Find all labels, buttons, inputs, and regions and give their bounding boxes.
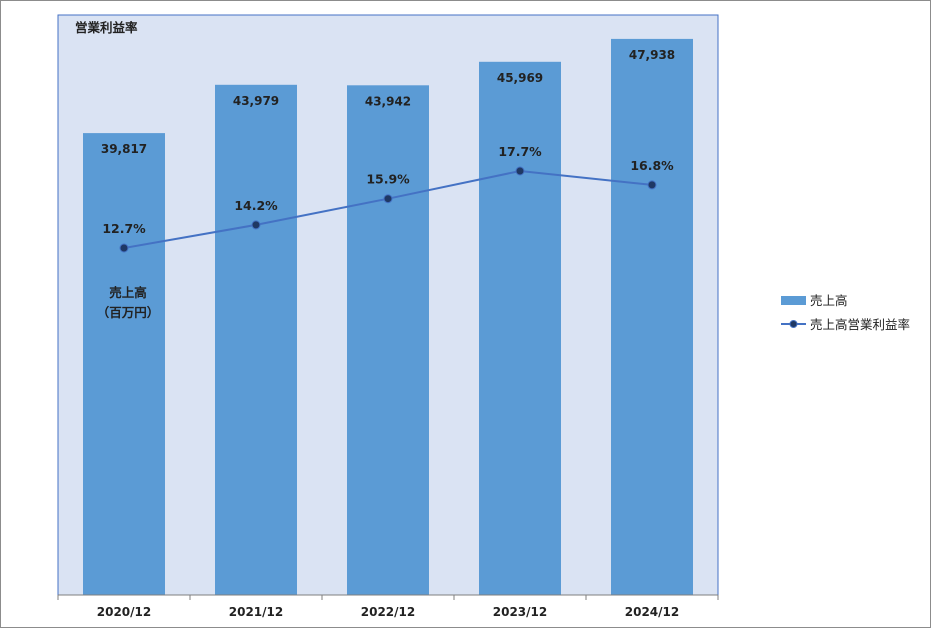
bar-value-label: 43,942 <box>365 94 411 108</box>
bar-value-label: 47,938 <box>629 48 675 62</box>
x-tick-label: 2023/12 <box>493 605 547 619</box>
legend-line-label: 売上高営業利益率 <box>810 317 910 332</box>
bar-2021/12 <box>215 84 297 596</box>
line-point-2024/12 <box>647 180 657 190</box>
bar-2023/12 <box>479 61 561 596</box>
x-axis-ticks: 2020/12 2021/12 2022/12 2023/12 2024/12 <box>57 595 719 619</box>
legend: 売上高 売上高営業利益率 <box>781 293 910 332</box>
line-value-label: 15.9% <box>366 172 410 187</box>
x-tick-label: 2024/12 <box>625 605 679 619</box>
x-tick-label: 2021/12 <box>229 605 283 619</box>
legend-bar-swatch <box>781 296 806 305</box>
line-axis-title: 営業利益率 <box>75 20 138 35</box>
bar-value-label: 45,969 <box>497 71 543 85</box>
line-layer: 12.7% 14.2% 15.9% 17.7% 16.8% <box>102 144 674 253</box>
bars-layer: 39,817 43,979 43,942 45,969 47,938 <box>83 38 693 596</box>
line-point-2021/12 <box>251 220 261 230</box>
x-tick-label: 2022/12 <box>361 605 415 619</box>
bar-2024/12 <box>611 38 693 595</box>
legend-line-marker <box>789 320 798 328</box>
line-value-label: 16.8% <box>630 158 674 173</box>
x-tick-label: 2020/12 <box>97 605 151 619</box>
line-point-2020/12 <box>119 243 129 253</box>
line-value-label: 12.7% <box>102 221 146 236</box>
legend-bar-label: 売上高 <box>810 293 848 308</box>
bar-value-label: 43,979 <box>233 94 279 108</box>
bar-value-label: 39,817 <box>101 142 147 156</box>
bar-2022/12 <box>347 85 429 596</box>
bar-2020/12 <box>83 133 165 595</box>
line-point-2022/12 <box>383 194 393 204</box>
line-value-label: 14.2% <box>234 198 278 213</box>
bar-axis-title-line1: 売上高 <box>109 285 147 300</box>
line-point-2023/12 <box>515 166 525 176</box>
bar-axis-title-line2: （百万円） <box>97 305 160 320</box>
line-value-label: 17.7% <box>498 144 542 159</box>
